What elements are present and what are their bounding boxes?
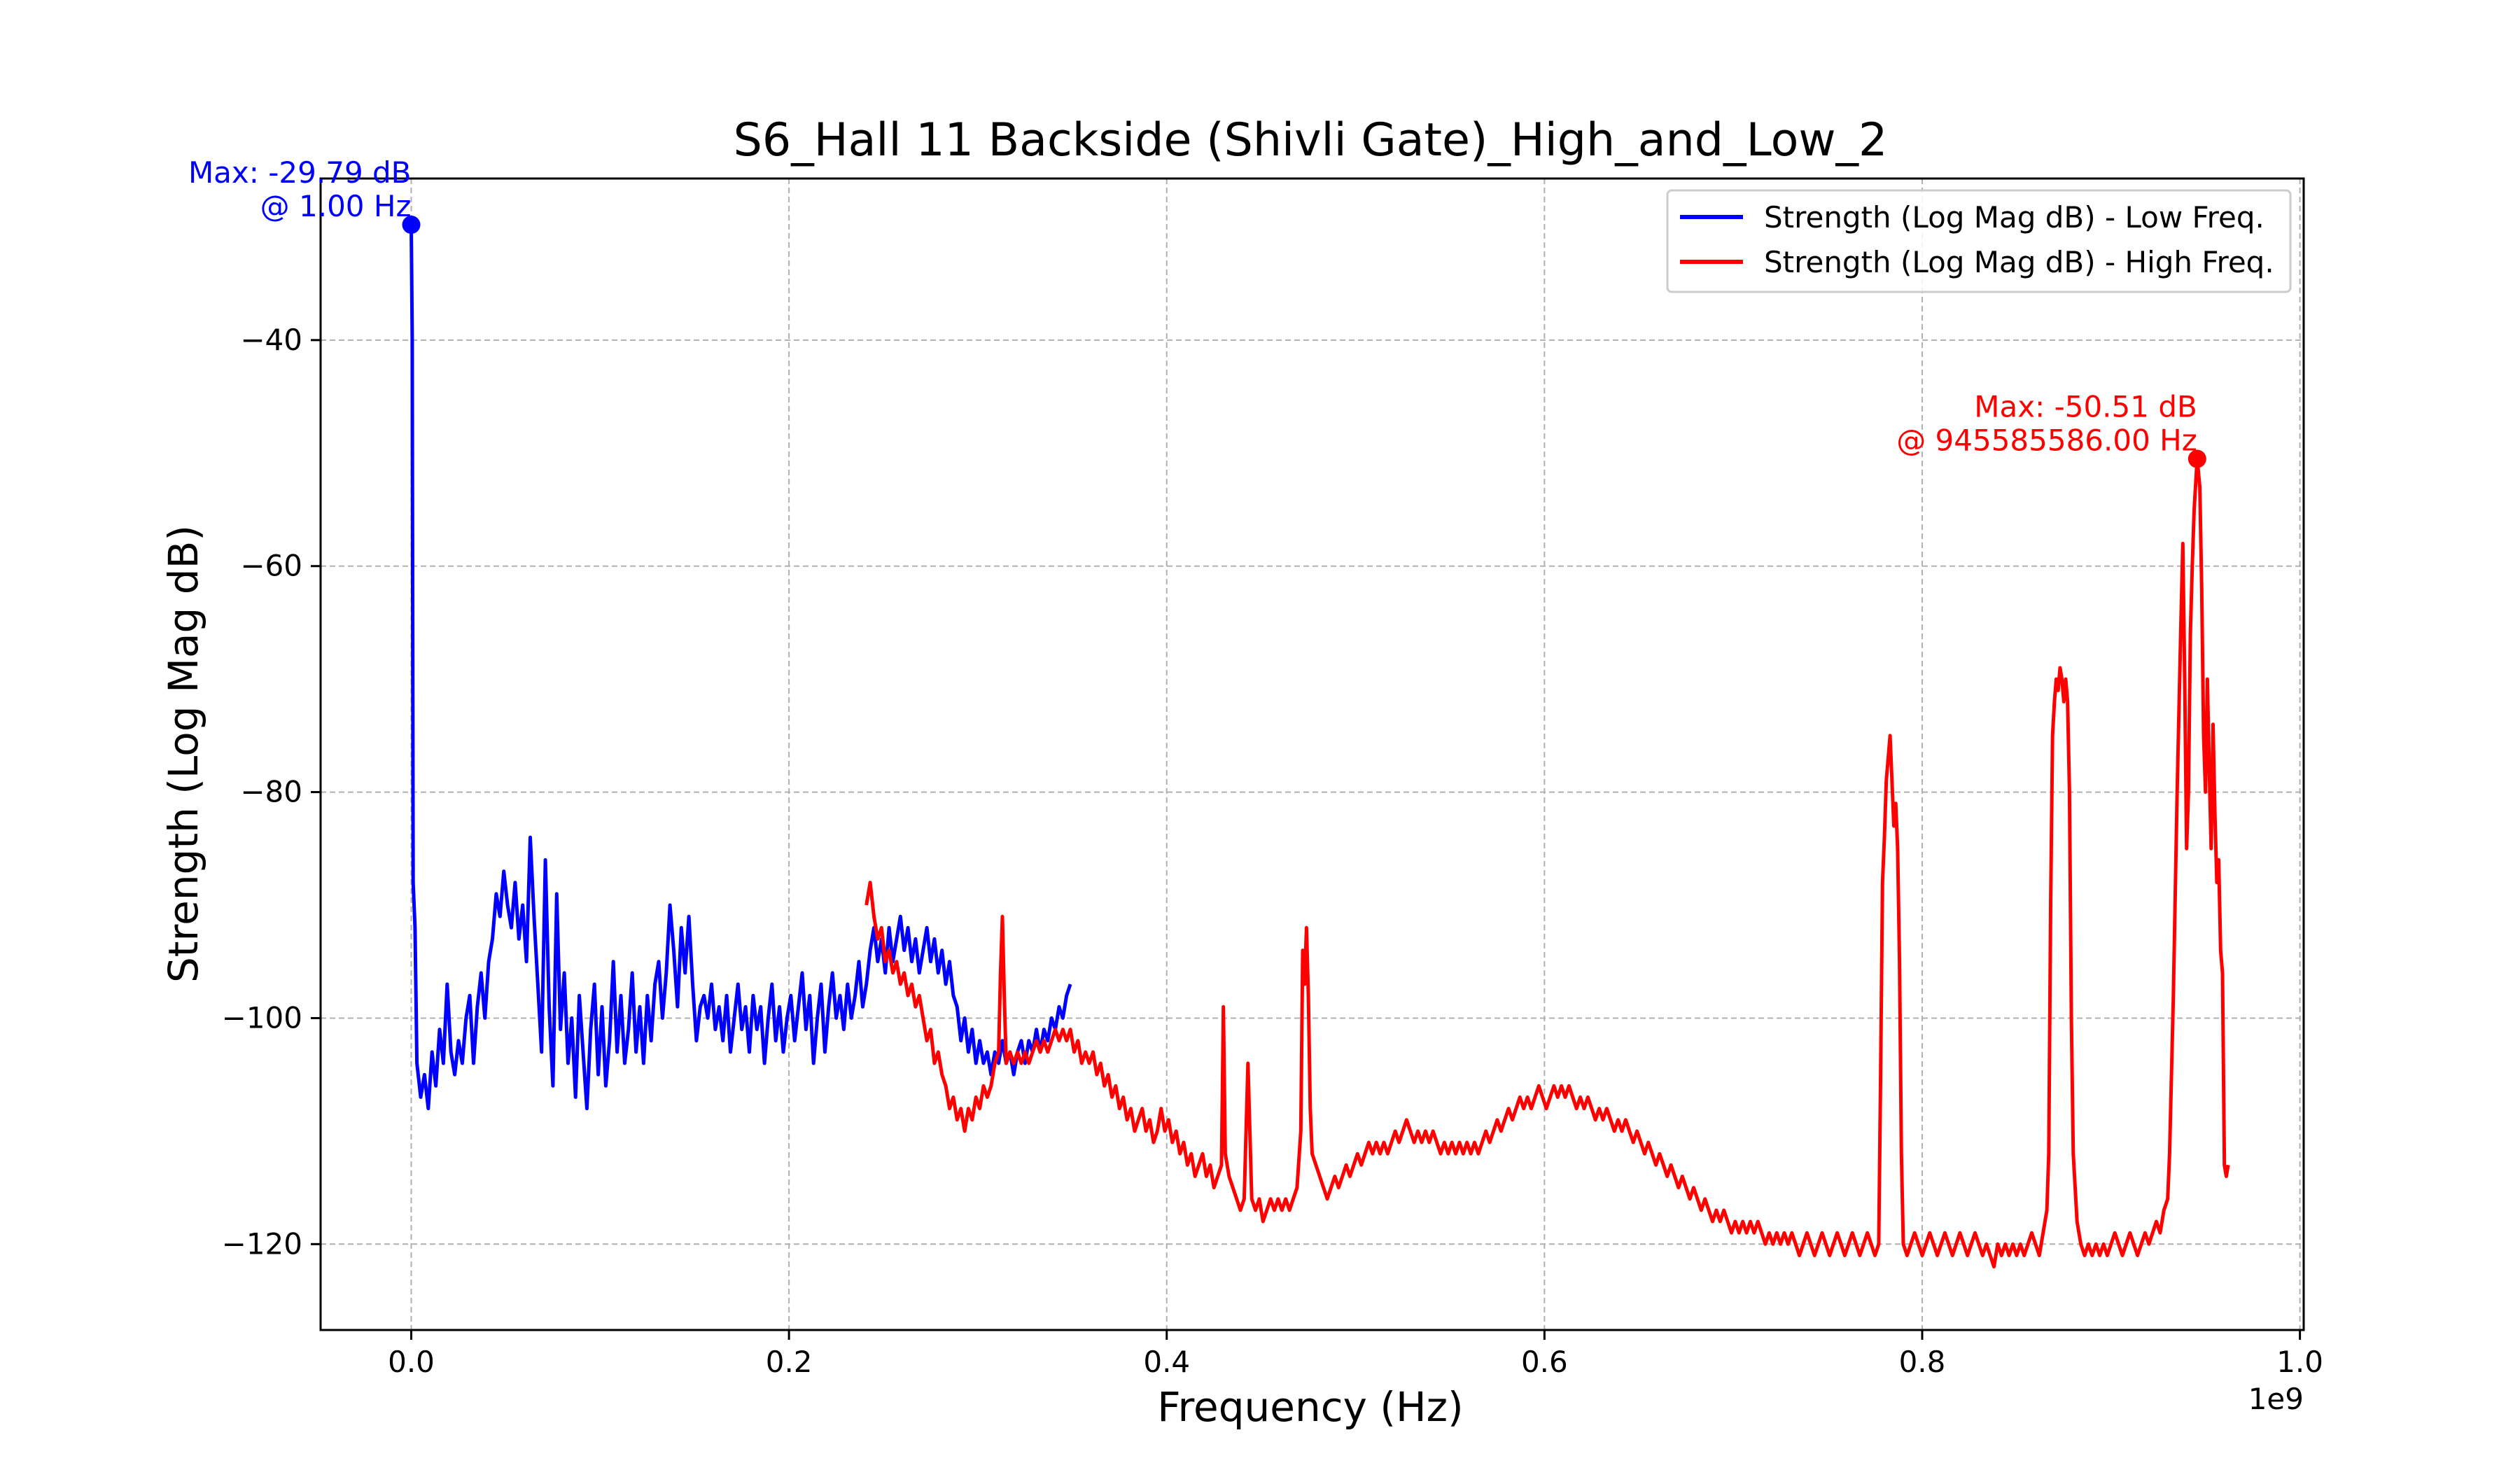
max-annotation-value: Max: -50.51 dB <box>1974 390 2197 424</box>
x-tick-label: 0.6 <box>1521 1345 1568 1379</box>
series-line-high <box>864 457 2230 1269</box>
x-axis-offset-label: 1e9 <box>2248 1382 2304 1416</box>
y-tick-label: −120 <box>222 1226 302 1261</box>
x-tick-label: 0.4 <box>1143 1345 1190 1379</box>
ticks: 0.0 0.2 0.4 0.6 0.8 1.0 −40 −60 −80 −100 −120 <box>222 323 2323 1379</box>
x-tick-label: 0.0 <box>388 1345 435 1379</box>
y-tick-label: −80 <box>240 775 302 809</box>
y-tick-label: −60 <box>240 549 302 583</box>
legend: Strength (Log Mag dB) - Low Freq. Streng… <box>1666 189 2292 293</box>
annotations: Max: -29.79 dB@ 1.00 Hz Max: -50.51 dB@ 9… <box>188 155 2206 468</box>
max-marker <box>402 216 421 234</box>
y-axis-label: Strength (Log Mag dB) <box>160 525 207 983</box>
plot-area-frame <box>319 177 2305 1331</box>
x-tick-label: 0.8 <box>1899 1345 1946 1379</box>
max-annotation-value: Max: -29.79 dB <box>188 155 412 190</box>
x-axis-label: Frequency (Hz) <box>1157 1383 1463 1431</box>
legend-label-high: Strength (Log Mag dB) - High Freq. <box>1764 245 2274 279</box>
x-tick-label: 1.0 <box>2276 1345 2323 1379</box>
series-layer <box>410 224 2230 1269</box>
x-tick-label: 0.2 <box>766 1345 813 1379</box>
y-tick-label: −100 <box>222 1000 302 1035</box>
max-marker <box>2188 449 2206 468</box>
legend-frame <box>1666 189 2292 293</box>
series-line-low <box>410 224 1072 1111</box>
max-annotation-frequency: @ 945585586.00 Hz <box>1896 424 2197 458</box>
max-annotation-frequency: @ 1.00 Hz <box>260 189 412 223</box>
chart-title: S6_Hall 11 Backside (Shivli Gate)_High_a… <box>734 114 1888 167</box>
y-tick-label: −40 <box>240 323 302 357</box>
legend-label-low: Strength (Log Mag dB) - Low Freq. <box>1764 200 2264 234</box>
